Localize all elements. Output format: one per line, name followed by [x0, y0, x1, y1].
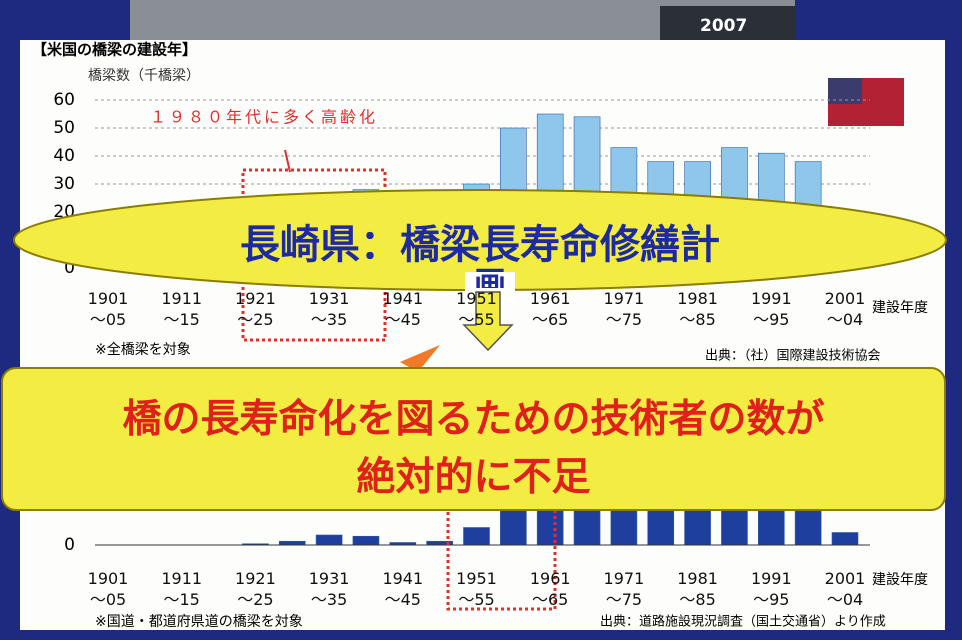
bar — [316, 535, 342, 545]
x-tick-label: 1961 ～65 — [520, 568, 580, 610]
chart-title: 【米国の橋梁の建設年】 — [32, 41, 197, 59]
x-tick-label: 2001 ～04 — [815, 288, 875, 330]
x-tick-label: 1931 ～35 — [299, 568, 359, 610]
x-tick-label: 1981 ～85 — [668, 288, 728, 330]
bar — [464, 528, 490, 546]
shortage-line: 橋の長寿命化を図るための技術者の数が — [2, 388, 945, 444]
x-tick-label: 1901 ～05 — [78, 288, 138, 330]
slide: 2007 【米国の橋梁の建設年】橋梁数（千橋梁）１９８０年代に多く高齢化0102… — [0, 0, 962, 640]
x-tick-label: 1991 ～95 — [741, 288, 801, 330]
y-axis-label: 橋梁数（千橋梁） — [88, 68, 200, 84]
x-tick-label: 1941 ～45 — [373, 288, 433, 330]
plan-banner-tail: 画 — [465, 266, 515, 288]
plan-banner: 長崎県：橋梁長寿命修繕計 — [20, 212, 940, 270]
annotation: １９８０年代に多く高齢化 — [150, 108, 378, 127]
x-tick-label: 1911 ～15 — [152, 288, 212, 330]
x-tick-label: 1971 ～75 — [594, 568, 654, 610]
x-tick-label: 1911 ～15 — [152, 568, 212, 610]
source: 出典：道路施設現況調査（国土交通省）より作成 — [600, 614, 886, 630]
y-tick-label: 60 — [53, 90, 75, 110]
note: ※国道・都道府県道の橋梁を対象 — [95, 614, 303, 630]
bar — [832, 533, 858, 546]
y-tick-label: 40 — [53, 146, 75, 166]
bar — [279, 541, 305, 545]
x-tick-label: 1991 ～95 — [741, 568, 801, 610]
x-tick-label: 1961 ～65 — [520, 288, 580, 330]
x-tick-label: 1951 ～55 — [447, 568, 507, 610]
x-tick-label: 1981 ～85 — [668, 568, 728, 610]
x-tick-label: 1951 ～55 — [447, 288, 507, 330]
x-tick-label: 1971 ～75 — [594, 288, 654, 330]
x-tick-label: 1921 ～25 — [225, 568, 285, 610]
x-axis-label: 建設年度 — [872, 300, 928, 316]
bar — [353, 536, 379, 545]
y-tick-label: 30 — [53, 174, 75, 194]
x-tick-label: 1941 ～45 — [373, 568, 433, 610]
x-tick-label: 2001 ～04 — [815, 568, 875, 610]
x-tick-label: 1931 ～35 — [299, 288, 359, 330]
photo-year: 2007 — [700, 16, 747, 36]
note: ※全橋梁を対象 — [95, 341, 191, 358]
y-tick-label: 50 — [53, 118, 75, 138]
x-axis-label: 建設年度 — [872, 572, 928, 588]
x-tick-label: 1921 ～25 — [225, 288, 285, 330]
y-tick-label: 0 — [64, 535, 75, 555]
x-tick-label: 1901 ～05 — [78, 568, 138, 610]
shortage-line: 絶対的に不足 — [2, 446, 945, 502]
source: 出典：（社）国際建設技術協会 — [705, 348, 881, 364]
